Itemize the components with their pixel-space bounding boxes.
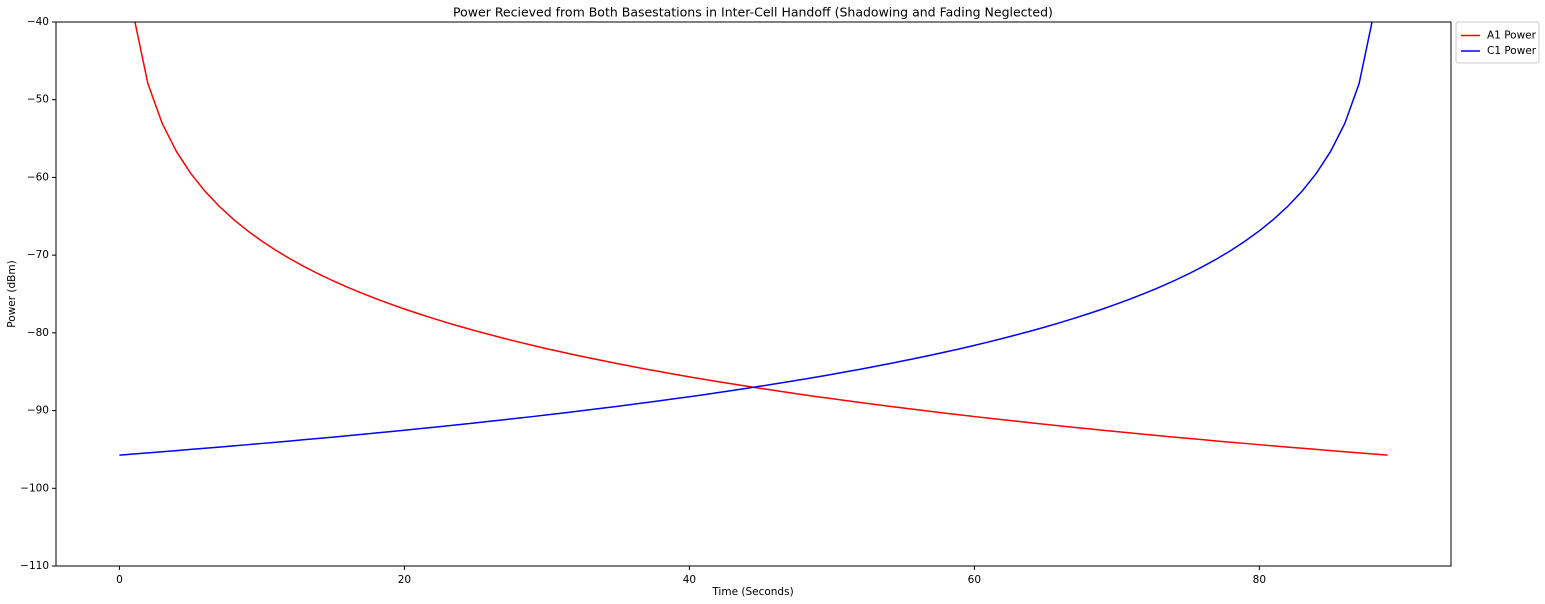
y-tick-label: −60 bbox=[27, 171, 49, 183]
y-axis-label: Power (dBm) bbox=[6, 260, 18, 327]
y-tick-label: −70 bbox=[27, 249, 49, 261]
y-tick-label: −100 bbox=[20, 482, 49, 494]
axes-frame bbox=[55, 21, 1452, 567]
y-tick-label: −40 bbox=[27, 16, 49, 28]
x-tick-label: 0 bbox=[116, 574, 123, 586]
line-series bbox=[134, 22, 1388, 456]
y-tick-label: −80 bbox=[27, 327, 49, 339]
x-tick-label: 80 bbox=[1253, 574, 1266, 586]
plot-area bbox=[119, 22, 1388, 456]
y-tick-label: −110 bbox=[20, 560, 49, 572]
line-series bbox=[119, 22, 1373, 456]
x-tick-label: 20 bbox=[398, 574, 411, 586]
x-tick-label: 60 bbox=[968, 574, 981, 586]
y-tick-label: −50 bbox=[27, 94, 49, 106]
legend-label: A1 Power bbox=[1487, 30, 1537, 42]
x-tick-label: 40 bbox=[683, 574, 696, 586]
legend-box bbox=[1455, 21, 1540, 64]
y-tick-label: −90 bbox=[27, 405, 49, 417]
x-axis-label: Time (Seconds) bbox=[711, 586, 793, 598]
chart-title: Power Recieved from Both Basestations in… bbox=[453, 5, 1053, 20]
legend-label: C1 Power bbox=[1487, 45, 1537, 57]
